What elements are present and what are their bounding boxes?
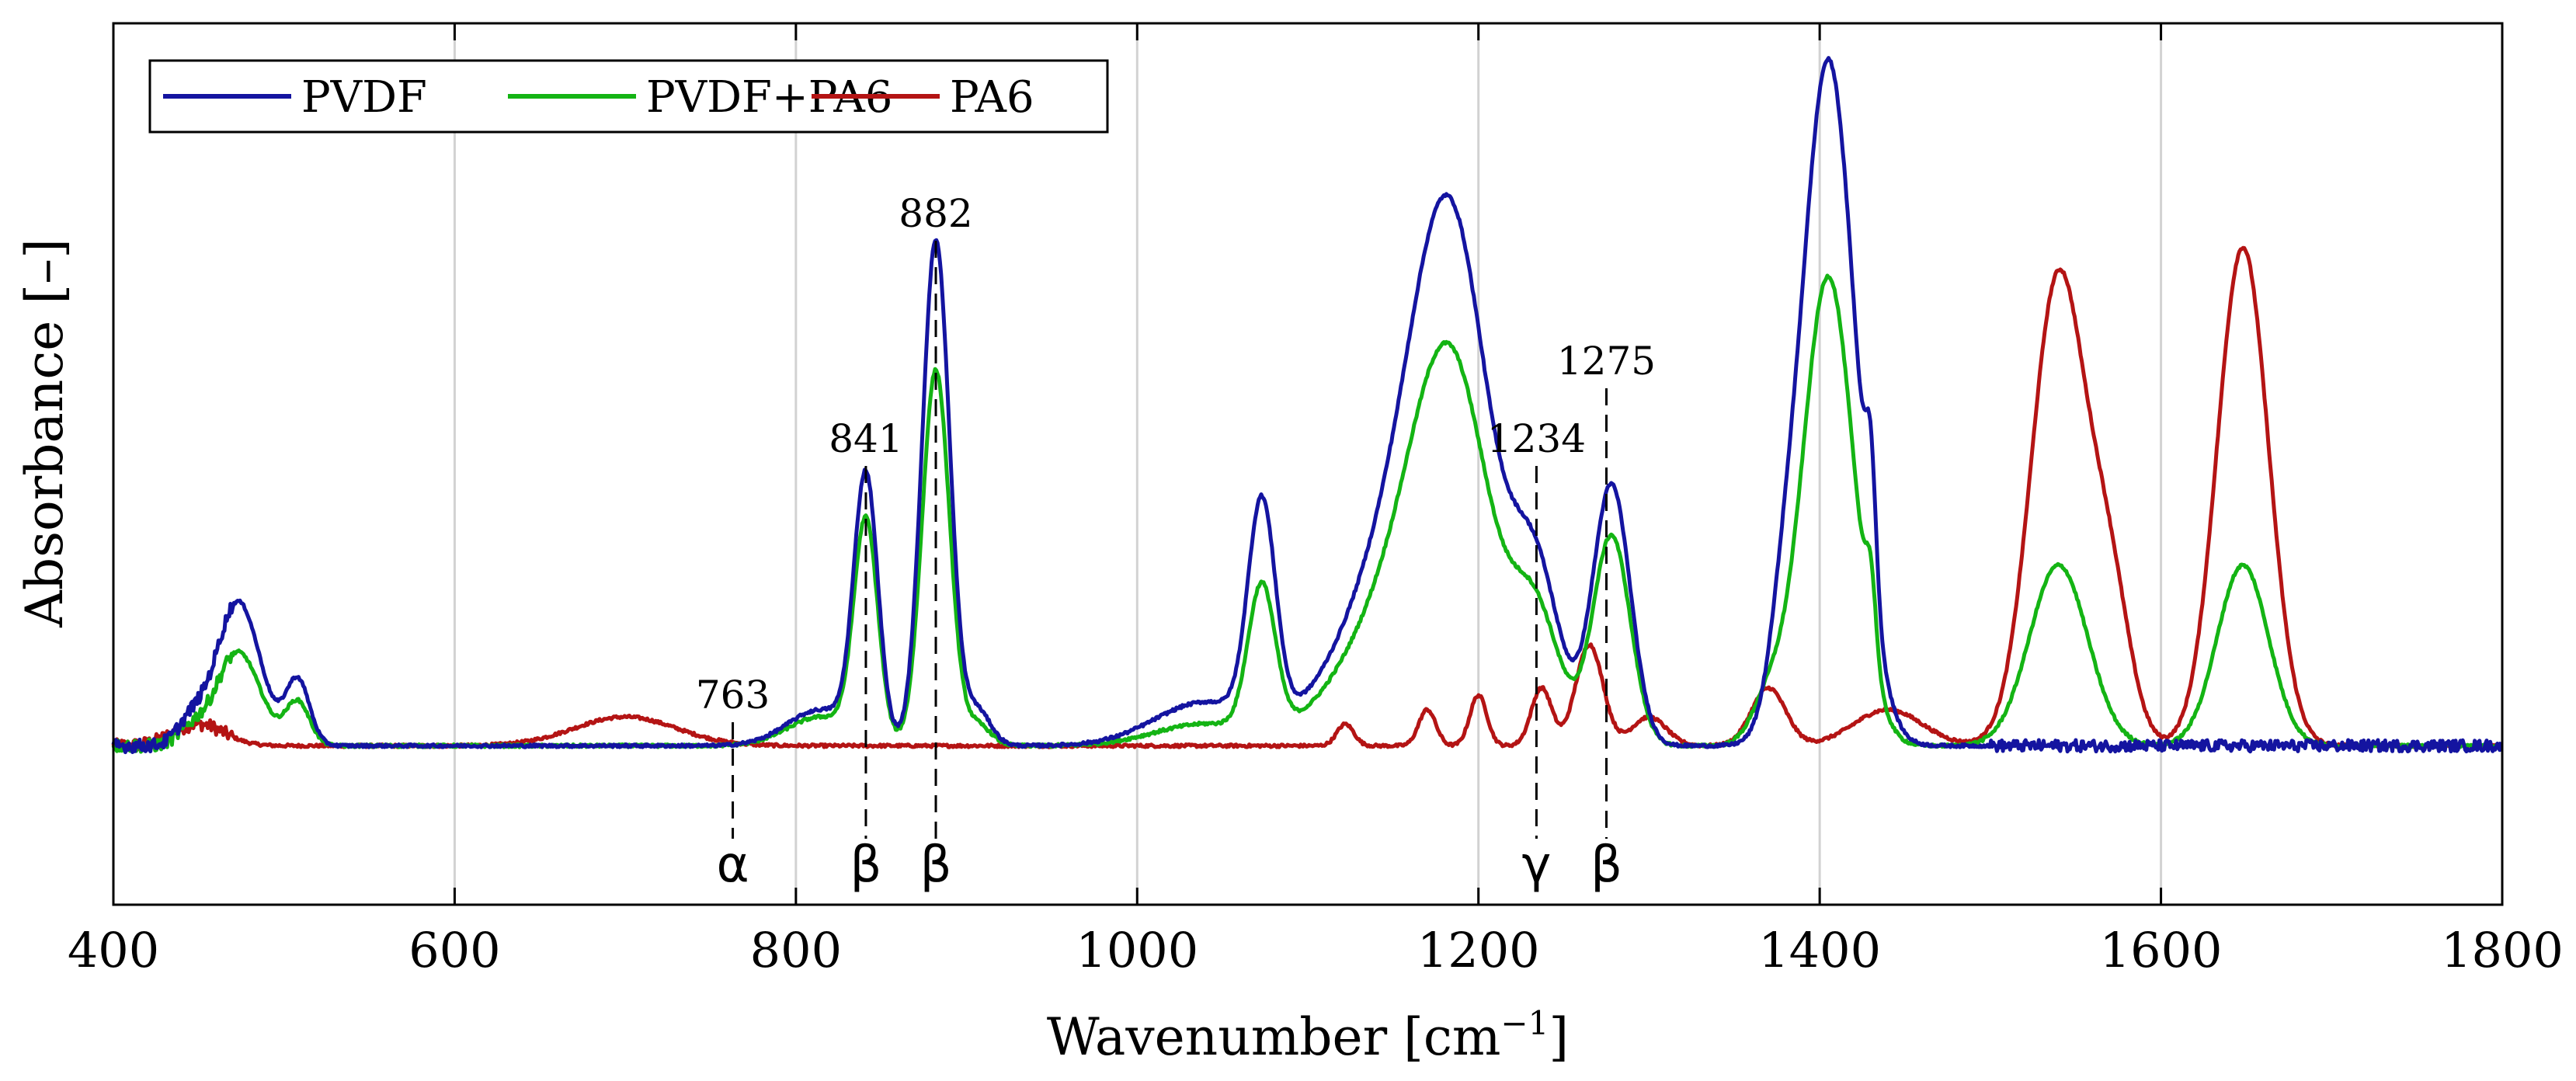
annotation-phase-symbol: β xyxy=(1590,836,1622,894)
annotation-phase-symbol: β xyxy=(920,836,952,894)
x-tick-label: 800 xyxy=(750,922,842,978)
annotation-phase-symbol: β xyxy=(850,836,882,894)
x-axis-label-superscript: −1 xyxy=(1500,1004,1549,1042)
x-tick-label: 600 xyxy=(408,922,500,978)
series-line-pa6 xyxy=(111,245,2503,752)
y-axis-label: Absorbance [–] xyxy=(15,238,75,628)
x-axis-label: Wavenumber [cm−1] xyxy=(1047,1004,1569,1067)
x-axis-label-main: Wavenumber [cm xyxy=(1047,1007,1501,1067)
annotation-wavenumber: 882 xyxy=(899,191,972,236)
series-line-pvdf-pa6 xyxy=(111,273,2502,754)
annotation-wavenumber: 1275 xyxy=(1557,339,1656,384)
spectra-series xyxy=(111,56,2503,755)
peak-annotations: 763 α 841 β 882 β 1234 γ 1275 β xyxy=(696,191,1656,894)
annotation-wavenumber: 763 xyxy=(696,673,770,718)
x-tick-label: 1200 xyxy=(1417,922,1540,978)
annotation-phase-symbol: α xyxy=(716,836,749,894)
annotation-wavenumber: 841 xyxy=(829,416,902,461)
plot-frame xyxy=(112,22,2504,906)
x-tick-label: 1600 xyxy=(2100,922,2223,978)
x-tick-label: 1000 xyxy=(1076,922,1198,978)
x-axis-ticks: 400 600 800 1000 1200 1400 1600 1800 xyxy=(68,23,2564,978)
x-tick-label: 1400 xyxy=(1758,922,1881,978)
annotation-wavenumber: 1234 xyxy=(1487,416,1586,461)
annotation-phase-symbol: γ xyxy=(1521,836,1551,894)
x-tick-label: 1800 xyxy=(2441,922,2564,978)
series-line-pvdf xyxy=(111,56,2503,755)
x-axis-label-bracket: ] xyxy=(1549,1007,1569,1067)
legend-label: PA6 xyxy=(950,72,1034,123)
legend-label: PVDF xyxy=(301,72,427,123)
x-tick-label: 400 xyxy=(68,922,159,978)
legend: PVDF PVDF+PA6 PA6 xyxy=(148,59,1109,134)
grid-lines xyxy=(453,23,2163,905)
